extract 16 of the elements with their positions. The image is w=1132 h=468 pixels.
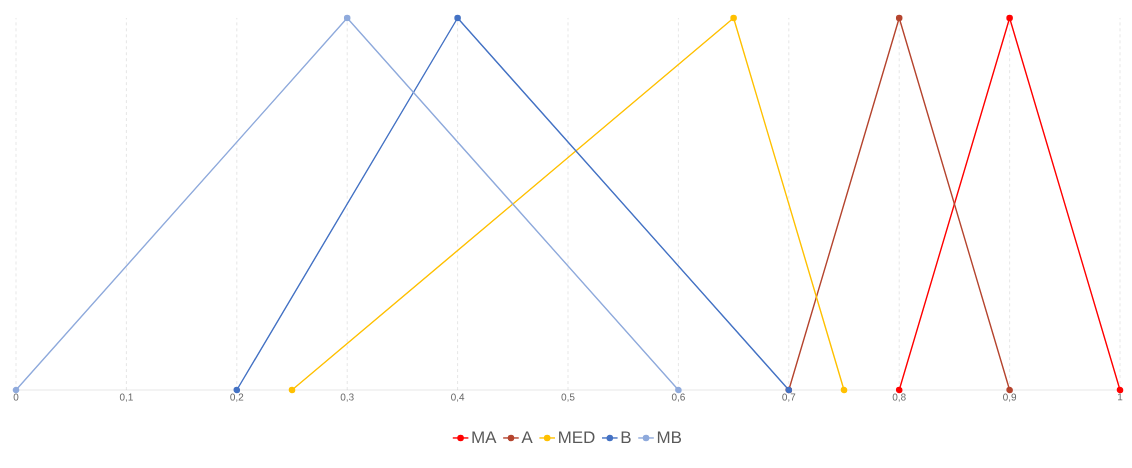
x-tick-label: 0,4	[451, 393, 465, 402]
legend-label: A	[521, 431, 533, 444]
x-tick-label: 1	[1118, 393, 1123, 401]
x-tick-label: 0,5	[561, 393, 575, 402]
legend-label: MA	[472, 431, 497, 444]
x-tick-label: 0,9	[1003, 393, 1017, 402]
legend-label: B	[621, 431, 631, 444]
x-tick-label: 0,6	[671, 393, 685, 402]
legend-label: MED	[559, 431, 595, 444]
x-tick-label: 0,2	[230, 393, 244, 402]
legend-label: MB	[657, 431, 682, 444]
x-tick-label: 0	[13, 393, 19, 401]
x-tick-label: 0,7	[782, 393, 796, 402]
x-tick-label: 0,3	[340, 393, 354, 402]
x-tick-label: 0,8	[892, 393, 906, 402]
x-tick-label: 0,1	[119, 393, 133, 402]
